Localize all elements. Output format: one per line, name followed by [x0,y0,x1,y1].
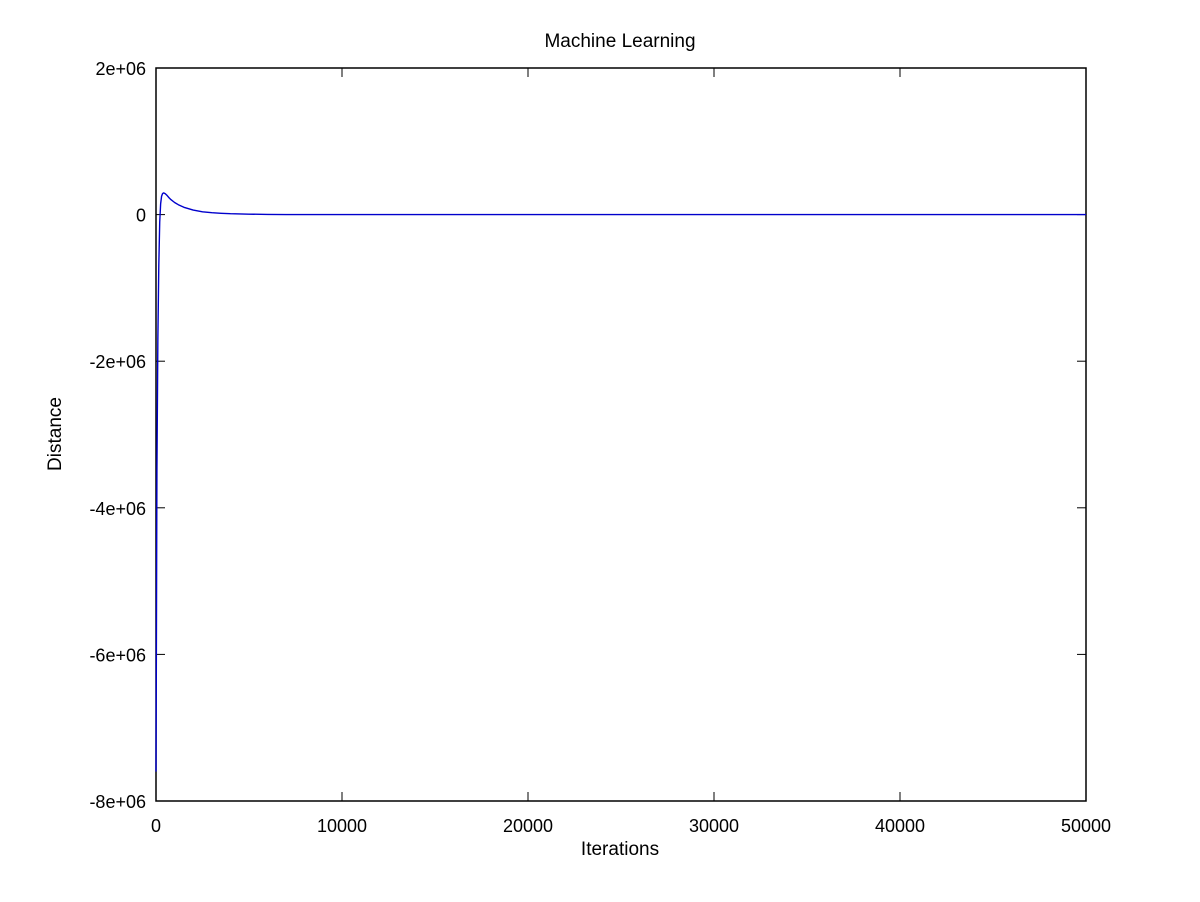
x-axis-title: Iterations [581,839,659,860]
y-tick-label: -2e+06 [89,352,146,372]
x-tick-label: 40000 [875,816,925,836]
x-tick-label: 20000 [503,816,553,836]
x-tick-label: 0 [151,816,161,836]
chart-title: Machine Learning [544,31,695,52]
x-tick-label: 10000 [317,816,367,836]
y-tick-label: -6e+06 [89,645,146,665]
y-tick-label: 0 [136,206,146,226]
y-tick-label: -8e+06 [89,792,146,812]
x-tick-label: 50000 [1061,816,1111,836]
y-axis-title: Distance [45,397,66,471]
plot-frame [155,67,1087,802]
series-line [155,192,1086,772]
x-axis-ticks: 0 10000 20000 30000 40000 50000 [151,68,1111,836]
y-tick-label: -4e+06 [89,499,146,519]
series-layer [155,192,1086,772]
x-tick-label: 30000 [689,816,739,836]
y-axis-ticks: 2e+06 0 -2e+06 -4e+06 -6e+06 -8e+06 [89,59,1086,812]
y-tick-label: 2e+06 [95,59,146,79]
